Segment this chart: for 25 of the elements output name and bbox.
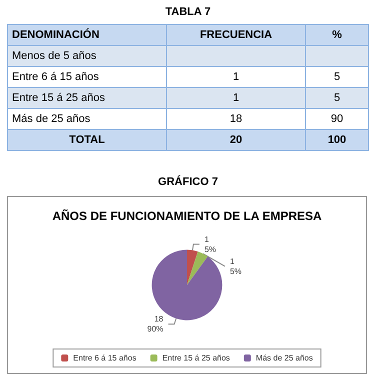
text: TABLA 7 xyxy=(164,6,212,18)
text: 20 xyxy=(166,130,306,150)
text: FRECUENCIA xyxy=(166,24,306,46)
legend-label: Entre 6 á 15 años xyxy=(73,354,136,362)
text: 5 xyxy=(306,88,368,108)
text: Más de 25 años xyxy=(8,108,166,130)
text: DENOMINACIÓN xyxy=(8,24,166,46)
text: 90 xyxy=(306,108,368,130)
text: 18 xyxy=(166,108,306,130)
text: 100 xyxy=(306,130,368,150)
text: Entre 15 á 25 años xyxy=(8,88,166,108)
text: Entre 6 á 15 años xyxy=(8,66,166,88)
data-label: 18 90% xyxy=(147,314,164,334)
legend-label: Más de 25 años xyxy=(256,354,313,362)
legend-label: Entre 15 á 25 años xyxy=(162,354,230,362)
text: GRÁFICO 7 xyxy=(157,176,219,188)
data-label: 1 5% xyxy=(204,234,216,254)
text: 1 xyxy=(166,66,306,88)
text: 1 xyxy=(166,88,306,108)
text: 5 xyxy=(306,66,368,88)
text: Menos de 5 años xyxy=(8,46,166,66)
text: TOTAL xyxy=(8,130,166,150)
text: % xyxy=(306,24,368,46)
data-label: 1 5% xyxy=(230,256,242,276)
chart-title: AÑOS DE FUNCIONAMIENTO DE LA EMPRESA xyxy=(52,209,322,223)
